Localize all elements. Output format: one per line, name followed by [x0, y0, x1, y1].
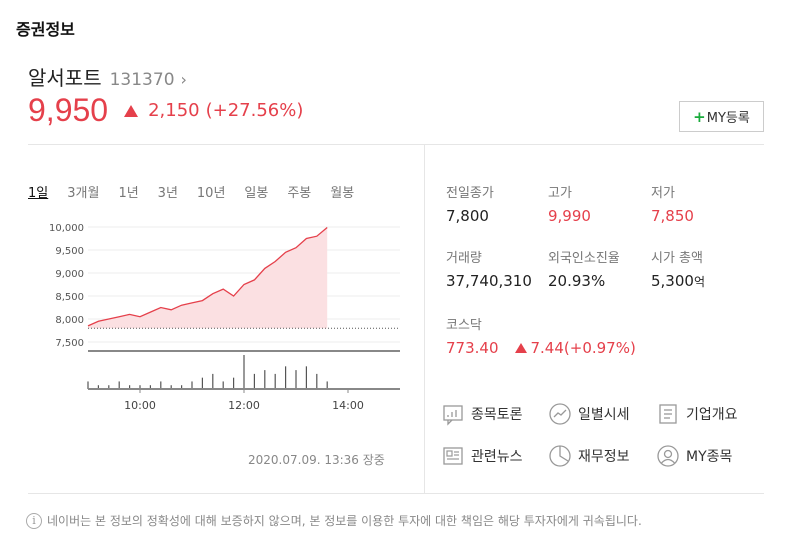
tab-1d[interactable]: 1일 — [28, 186, 49, 201]
triangle-up-icon — [124, 104, 139, 117]
my-stocks-link[interactable]: MY종목 — [656, 444, 732, 468]
disclaimer: i 네이버는 본 정보의 정확성에 대해 보증하지 않으며, 본 정보를 이용한… — [26, 512, 642, 529]
plus-icon: + — [693, 107, 706, 126]
chat-board-icon — [443, 405, 463, 426]
index-value: 773.40 — [446, 339, 499, 357]
tab-3m[interactable]: 3개월 — [67, 186, 100, 201]
x-tick-label: 14:00 — [332, 399, 364, 412]
high-label: 고가 — [548, 186, 572, 201]
index-label: 코스닥 — [446, 318, 482, 333]
related-news-link-label: 관련뉴스 — [471, 449, 523, 465]
tab-1y[interactable]: 1년 — [118, 186, 139, 201]
chevron-right-icon[interactable]: › — [180, 70, 187, 89]
high-value: 9,990 — [548, 207, 591, 225]
tab-10y[interactable]: 10년 — [196, 186, 226, 201]
y-tick-label: 7,500 — [55, 338, 84, 349]
trend-chart-icon — [549, 403, 571, 425]
price-area — [88, 227, 328, 329]
market-cap-label: 시가 총액 — [651, 251, 703, 266]
stock-header[interactable]: 알서포트 131370 › — [28, 62, 187, 91]
tab-3y[interactable]: 3년 — [157, 186, 178, 201]
triangle-up-icon — [514, 343, 527, 353]
low-value: 7,850 — [651, 207, 694, 225]
financial-info-link[interactable]: 재무정보 — [548, 444, 630, 468]
discussion-link[interactable]: 종목토론 — [441, 402, 523, 426]
daily-price-link[interactable]: 일별시세 — [548, 402, 630, 426]
market-cap-unit: 억 — [693, 275, 705, 289]
info-index: 코스닥 773.40 7.44 (+0.97%) — [446, 314, 636, 357]
prev-close-label: 전일종가 — [446, 186, 494, 201]
disclaimer-text: 네이버는 본 정보의 정확성에 대해 보증하지 않으며, 본 정보를 이용한 투… — [47, 514, 642, 528]
document-list-icon — [659, 404, 677, 424]
my-stocks-link-label: MY종목 — [686, 449, 733, 465]
company-overview-link[interactable]: 기업개요 — [656, 402, 738, 426]
newspaper-icon — [443, 447, 463, 465]
discussion-link-label: 종목토론 — [471, 407, 523, 423]
divider-bottom — [28, 493, 764, 494]
info-high: 고가 9,990 — [548, 182, 591, 225]
info-volume: 거래량 37,740,310 — [446, 247, 532, 290]
period-tabs: 1일 3개월 1년 3년 10년 일봉 주봉 월봉 — [28, 182, 373, 201]
info-prev-close: 전일종가 7,800 — [446, 182, 494, 225]
tab-monthly-candle[interactable]: 월봉 — [330, 186, 355, 201]
index-change: 7.44 — [530, 339, 564, 357]
foreign-label: 외국인소진율 — [548, 251, 620, 266]
market-cap-value: 5,300억 — [651, 272, 705, 290]
x-tick-label: 10:00 — [124, 399, 156, 412]
intraday-chart[interactable]: 10,000 9,500 9,000 8,500 8,000 7,500 10:00 12:0… — [28, 212, 408, 417]
volume-label: 거래량 — [446, 251, 482, 266]
tab-weekly-candle[interactable]: 주봉 — [287, 186, 312, 201]
info-market-cap: 시가 총액 5,300억 — [651, 247, 705, 290]
stock-code[interactable]: 131370 — [109, 70, 175, 90]
y-tick-label: 9,000 — [55, 269, 84, 280]
price-line — [87, 226, 328, 327]
user-icon — [657, 445, 679, 467]
divider-top — [28, 144, 764, 145]
info-foreign: 외국인소진율 20.93% — [548, 247, 620, 290]
volume-value: 37,740,310 — [446, 272, 532, 290]
market-cap-number: 5,300 — [651, 272, 694, 290]
x-tick-label: 12:00 — [228, 399, 260, 412]
current-price: 9,950 — [28, 92, 109, 128]
my-register-button[interactable]: + MY등록 — [679, 101, 764, 132]
low-label: 저가 — [651, 186, 675, 201]
section-title: 증권정보 — [16, 20, 75, 39]
daily-price-link-label: 일별시세 — [578, 407, 630, 423]
prev-close-value: 7,800 — [446, 207, 489, 225]
price-row: 9,950 2,150 (+27.56%) — [28, 92, 303, 129]
price-change: 2,150 — [148, 100, 200, 121]
pie-chart-icon — [549, 445, 571, 467]
company-overview-link-label: 기업개요 — [686, 407, 738, 423]
info-low: 저가 7,850 — [651, 182, 694, 225]
y-tick-label: 10,000 — [49, 223, 84, 234]
timestamp: 2020.07.09. 13:36 장중 — [248, 453, 385, 467]
stock-name[interactable]: 알서포트 — [28, 66, 102, 90]
tab-daily-candle[interactable]: 일봉 — [244, 186, 269, 201]
y-tick-label: 8,000 — [55, 315, 84, 326]
price-change-percent: (+27.56%) — [205, 100, 304, 121]
related-news-link[interactable]: 관련뉴스 — [441, 444, 523, 468]
financial-info-link-label: 재무정보 — [578, 449, 630, 465]
foreign-value: 20.93% — [548, 272, 606, 290]
y-tick-label: 9,500 — [55, 246, 84, 257]
my-register-label: MY등록 — [706, 111, 750, 126]
divider-vertical — [424, 145, 425, 493]
info-icon: i — [26, 512, 42, 529]
index-change-percent: (+0.97%) — [563, 339, 636, 357]
index-value-row: 773.40 7.44 (+0.97%) — [446, 339, 636, 357]
y-tick-label: 8,500 — [55, 292, 84, 303]
